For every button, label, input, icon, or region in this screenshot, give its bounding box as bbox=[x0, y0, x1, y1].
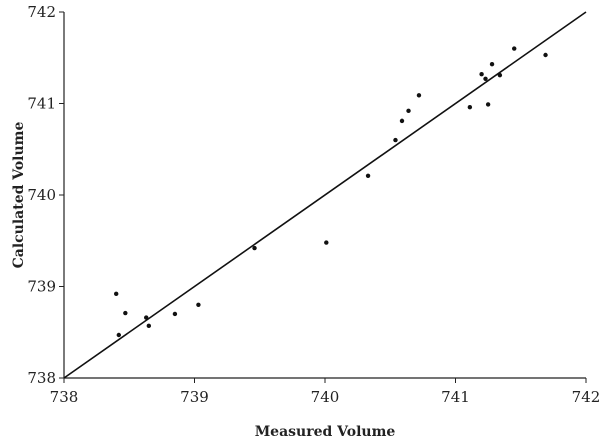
data-point bbox=[196, 302, 201, 307]
data-point bbox=[479, 72, 484, 77]
data-point bbox=[406, 108, 411, 114]
data-point bbox=[252, 245, 257, 251]
data-point bbox=[543, 52, 548, 58]
data-point bbox=[144, 315, 149, 320]
reference-line bbox=[63, 11, 587, 379]
y-tick-label: 742 bbox=[27, 3, 56, 21]
data-point bbox=[324, 240, 329, 245]
y-tick-label: 740 bbox=[27, 186, 56, 204]
data-point bbox=[123, 310, 128, 316]
x-tick-label: 740 bbox=[311, 388, 340, 406]
y-tick-label: 739 bbox=[27, 278, 56, 296]
data-point bbox=[489, 61, 495, 67]
data-point bbox=[172, 311, 178, 317]
data-point bbox=[393, 137, 398, 143]
data-point bbox=[114, 291, 119, 297]
data-point bbox=[497, 72, 503, 78]
data-point bbox=[485, 102, 491, 107]
data-point bbox=[116, 332, 122, 338]
data-points bbox=[114, 46, 548, 338]
axis-ticks: 738 739 740 741 742 738 739 740 741 742 bbox=[27, 3, 600, 406]
y-axis-title: Calculated Volume bbox=[11, 122, 27, 269]
y-tick-label: 738 bbox=[27, 369, 56, 387]
data-point bbox=[483, 76, 488, 81]
data-point bbox=[365, 173, 371, 178]
x-tick-label: 742 bbox=[572, 388, 601, 406]
x-axis-title: Measured Volume bbox=[255, 424, 396, 440]
data-point bbox=[399, 118, 405, 124]
x-tick-label: 739 bbox=[180, 388, 209, 406]
data-point bbox=[467, 104, 473, 110]
y-tick-label: 741 bbox=[27, 95, 56, 113]
x-tick-label: 741 bbox=[441, 388, 470, 406]
data-point bbox=[416, 93, 422, 98]
x-tick-label: 738 bbox=[50, 388, 79, 406]
data-point bbox=[512, 46, 517, 51]
data-point bbox=[146, 323, 152, 329]
